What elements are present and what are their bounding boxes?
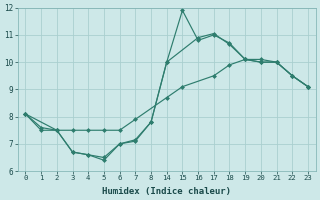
X-axis label: Humidex (Indice chaleur): Humidex (Indice chaleur) <box>102 187 231 196</box>
